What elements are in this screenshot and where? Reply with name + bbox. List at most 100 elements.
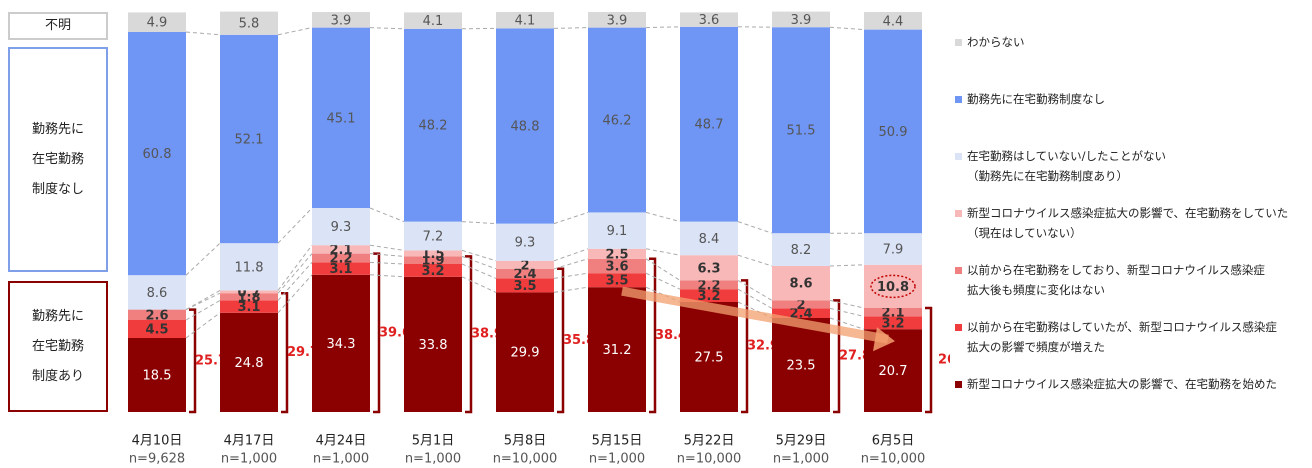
bar-segment	[312, 253, 370, 263]
bar-segment	[772, 266, 830, 301]
legend-item: 在宅勤務はしていない/したことがない （勤務先に在宅勤務制度あり）	[955, 146, 1166, 186]
value-label: 1.5	[421, 247, 444, 262]
connector	[645, 211, 681, 223]
value-label: 23.5	[787, 359, 816, 374]
x-tick-label: 5月15日	[592, 434, 643, 449]
value-label: 46.2	[603, 114, 632, 129]
value-label: 45.1	[327, 111, 356, 126]
connector	[461, 263, 497, 279]
trend-arrow-head	[873, 327, 895, 352]
x-tick-label: 5月8日	[504, 434, 547, 449]
bar-segment	[680, 289, 738, 302]
bar-segment	[404, 28, 462, 222]
value-label: 6.3	[697, 261, 720, 276]
total-label: 29.7	[287, 345, 319, 360]
connector	[277, 253, 313, 294]
connector	[369, 253, 405, 257]
connector	[829, 317, 865, 330]
value-label: 8.2	[791, 243, 812, 258]
value-label: 3.9	[331, 13, 352, 28]
connector	[553, 248, 589, 262]
value-label: 4.1	[423, 14, 444, 29]
sample-size: n=10,000	[677, 452, 742, 467]
connector	[277, 262, 313, 301]
legend-label: 在宅勤務はしていない/したことがない （勤務先に在宅勤務制度あり）	[967, 149, 1167, 183]
value-label: 1.8	[237, 290, 260, 305]
bar-segment	[220, 11, 278, 35]
bar-segment	[772, 308, 830, 318]
bar-segment	[772, 300, 830, 309]
x-tick-label: 5月22日	[684, 434, 735, 449]
bar-segment	[128, 309, 186, 320]
value-label: 2.5	[605, 247, 628, 262]
bar-segment	[312, 208, 370, 246]
connector	[829, 264, 865, 267]
legend-label: 以前から在宅勤務をしており、新型コロナウイルス感染症 拡大後も頻度に変化はない	[967, 263, 1265, 297]
bar-segment	[312, 12, 370, 28]
value-label: 2.2	[697, 278, 720, 293]
bar-segment	[312, 262, 370, 275]
value-label: 3.1	[237, 300, 260, 315]
bar-segment	[128, 338, 186, 412]
legend-swatch	[955, 39, 962, 46]
value-label: 9.3	[331, 220, 352, 235]
bar-segment	[404, 264, 462, 277]
bar-segment	[864, 308, 922, 317]
sample-size: n=10,000	[861, 452, 926, 467]
bar-segment	[864, 264, 922, 308]
x-tick-label: 4月10日	[132, 434, 183, 449]
sample-size: n=1,000	[221, 452, 277, 467]
bracket	[557, 267, 565, 414]
bar-segment	[588, 212, 646, 249]
connector	[185, 312, 221, 339]
value-label: 4.4	[883, 14, 904, 29]
x-tick-label: 5月1日	[412, 434, 455, 449]
legend-item: 新型コロナウイルス感染症拡大の影響で、在宅勤務を始めた	[955, 374, 1277, 394]
connector	[185, 289, 221, 311]
connector	[829, 299, 865, 309]
legend-item: わからない	[955, 32, 1025, 52]
legend-swatch	[955, 210, 962, 217]
connector	[277, 244, 313, 291]
bar-segment	[864, 316, 922, 330]
bar-segment	[128, 320, 186, 338]
connector	[461, 276, 497, 293]
bar-segment	[220, 290, 278, 294]
bar-segment	[496, 268, 554, 279]
bar-segment	[588, 287, 646, 412]
value-label: 4.5	[145, 323, 168, 338]
connector	[185, 31, 221, 36]
connector	[461, 221, 497, 225]
value-label: 9.3	[515, 236, 536, 251]
connector	[553, 27, 589, 29]
connector	[553, 272, 589, 279]
value-label: 20.7	[879, 364, 908, 379]
connector	[277, 274, 313, 314]
connector	[737, 221, 773, 234]
group-label: 勤務先に 在宅勤務 制度なし	[8, 47, 108, 272]
value-label: 3.6	[605, 260, 628, 275]
connector	[737, 279, 773, 301]
bracket	[465, 255, 473, 414]
bar-segment	[864, 329, 922, 412]
total-label: 39.6	[379, 325, 411, 340]
connector	[277, 207, 313, 244]
value-label: 31.2	[603, 343, 632, 358]
legend-item: 以前から在宅勤務はしていたが、新型コロナウイルス感染症 拡大の影響で頻度が増えた	[955, 317, 1277, 357]
value-label: 52.1	[235, 133, 264, 148]
connector	[553, 258, 589, 270]
bar-segment	[128, 32, 186, 276]
legend-label: 新型コロナウイルス感染症拡大の影響で、在宅勤務を始めた	[967, 377, 1278, 391]
bar-segment	[680, 26, 738, 222]
value-label: 3.5	[605, 274, 628, 289]
value-label: 7.2	[423, 230, 444, 245]
bar-segment	[772, 27, 830, 234]
bar-segment	[220, 34, 278, 244]
legend-swatch	[955, 96, 962, 103]
total-label: 35.8	[563, 333, 595, 348]
value-label: 29.9	[511, 346, 540, 361]
connector	[369, 261, 405, 265]
group-label: 勤務先に 在宅勤務 制度あり	[8, 281, 108, 412]
connector	[553, 211, 589, 225]
bar-segment	[680, 221, 738, 256]
